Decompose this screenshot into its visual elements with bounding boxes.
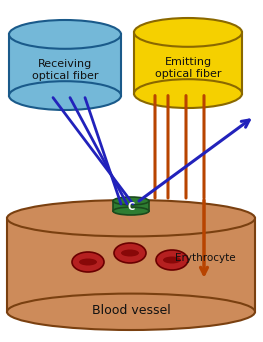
Ellipse shape [113, 207, 149, 215]
Ellipse shape [9, 81, 121, 110]
Ellipse shape [9, 20, 121, 49]
Ellipse shape [72, 252, 104, 272]
Ellipse shape [7, 200, 255, 236]
Ellipse shape [114, 243, 146, 263]
Ellipse shape [7, 293, 255, 330]
Text: Blood vessel: Blood vessel [92, 303, 170, 316]
Text: Emitting
optical fiber: Emitting optical fiber [155, 57, 221, 79]
Ellipse shape [156, 250, 188, 270]
Ellipse shape [134, 79, 242, 108]
Text: Erythrocyte: Erythrocyte [175, 253, 236, 263]
Bar [134, 32, 242, 94]
Ellipse shape [163, 256, 181, 263]
Bar [7, 218, 255, 312]
Ellipse shape [79, 259, 97, 265]
Ellipse shape [134, 18, 242, 47]
Bar [113, 201, 149, 211]
Text: C: C [127, 202, 135, 212]
Ellipse shape [121, 250, 139, 256]
Ellipse shape [113, 197, 149, 205]
Bar [9, 35, 121, 96]
Text: Receiving
optical fiber: Receiving optical fiber [32, 59, 98, 81]
